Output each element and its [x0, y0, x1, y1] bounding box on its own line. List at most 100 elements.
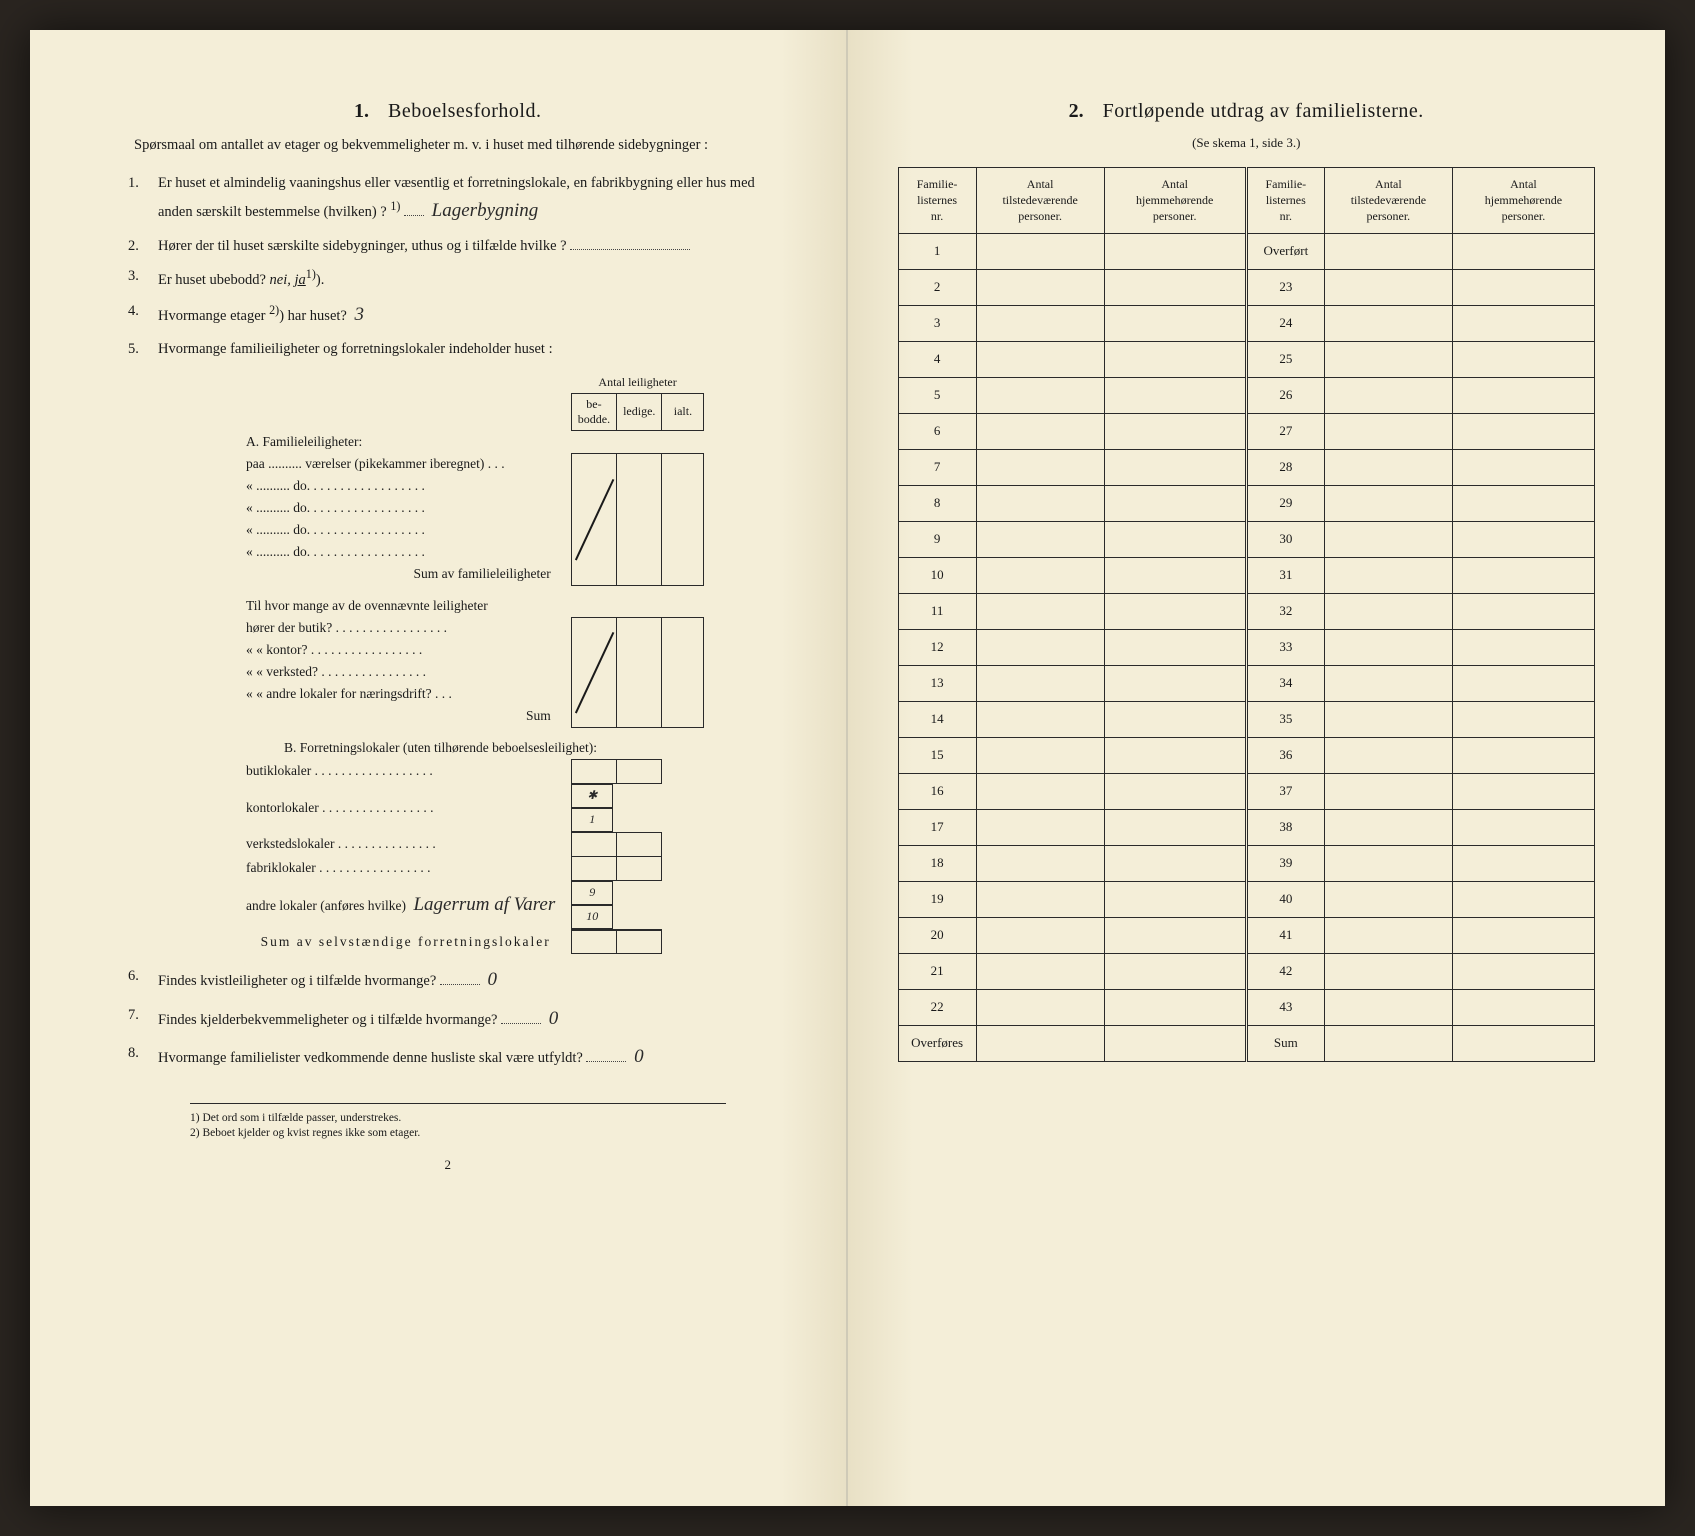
right-page: 2. Fortløpende utdrag av familielisterne… [848, 30, 1666, 1506]
table-cell: 37 [1246, 773, 1324, 809]
table-row: 1536 [898, 737, 1595, 773]
table-cell: 39 [1246, 845, 1324, 881]
q7-blank [501, 1023, 541, 1024]
table-cell [1104, 1025, 1246, 1061]
table-row: 627 [898, 413, 1595, 449]
table-cell [1104, 737, 1246, 773]
left-section-title: 1. Beboelsesforhold. [110, 100, 786, 123]
table-cell [1324, 341, 1452, 377]
table-cell [1452, 809, 1594, 845]
table-row: 728 [898, 449, 1595, 485]
apt-caption: Antal leiligheter [571, 372, 704, 394]
q3-num: 3. [128, 264, 139, 289]
question-6: 6. Findes kvistleiligheter og i tilfælde… [138, 964, 786, 996]
table-cell [1324, 593, 1452, 629]
table-cell [976, 809, 1104, 845]
table-row: 223 [898, 269, 1595, 305]
table-cell [976, 917, 1104, 953]
question-list: 1. Er huset et almindelig vaaningshus el… [110, 171, 786, 362]
a-row-3-label: « .......... do. . . . . . . . . . . . .… [240, 519, 571, 541]
apt-col3: ialt. [662, 393, 704, 430]
table-cell: 34 [1246, 665, 1324, 701]
table-cell: 29 [1246, 485, 1324, 521]
table-cell [1452, 485, 1594, 521]
table-cell: 24 [1246, 305, 1324, 341]
table-cell [1104, 341, 1246, 377]
q3-ja: ja [295, 272, 306, 288]
table-cell [1324, 917, 1452, 953]
table-cell [1324, 413, 1452, 449]
footnote-2: 2) Beboet kjelder og kvist regnes ikke s… [190, 1127, 726, 1139]
apt-col2: ledige. [617, 393, 662, 430]
left-page-number: 2 [110, 1157, 786, 1173]
table-cell [1452, 557, 1594, 593]
hdr-2: Antal tilstedeværende personer. [976, 168, 1104, 234]
table-cell [1104, 521, 1246, 557]
b-row-3-label: fabriklokaler . . . . . . . . . . . . . … [240, 856, 571, 880]
b-row-2: verkstedslokaler . . . . . . . . . . . .… [240, 832, 704, 856]
table-cell [1104, 881, 1246, 917]
table-cell [1324, 521, 1452, 557]
table-cell [1104, 989, 1246, 1025]
table-cell: 40 [1246, 881, 1324, 917]
question-2: 2. Hører der til huset særskilte sidebyg… [138, 234, 786, 259]
table-row: 1738 [898, 809, 1595, 845]
table-cell [976, 233, 1104, 269]
table-cell [1104, 377, 1246, 413]
right-section-text: Fortløpende utdrag av familielisterne. [1103, 100, 1424, 122]
table-cell [1324, 989, 1452, 1025]
table-cell [1452, 917, 1594, 953]
table-cell [1452, 305, 1594, 341]
table-cell [976, 737, 1104, 773]
table-row: 1132 [898, 593, 1595, 629]
table-cell: 36 [1246, 737, 1324, 773]
hdr-4: Familie- listernes nr. [1246, 168, 1324, 234]
table-cell [1324, 701, 1452, 737]
q2-blank [570, 249, 690, 250]
q4-num: 4. [128, 299, 139, 324]
table-cell [976, 773, 1104, 809]
table-cell: 15 [898, 737, 976, 773]
table-row: 2041 [898, 917, 1595, 953]
table-cell: 19 [898, 881, 976, 917]
table-cell [1452, 665, 1594, 701]
b-row-1-v2: 1 [571, 808, 613, 832]
left-section-num: 1. [354, 100, 369, 122]
table-cell [1104, 773, 1246, 809]
table-cell [976, 305, 1104, 341]
hdr-3: Antal hjemmehørende personer. [1104, 168, 1246, 234]
table-cell [1324, 377, 1452, 413]
table-cell: 18 [898, 845, 976, 881]
b-row-4-v2: 10 [571, 905, 613, 929]
table-cell [1324, 557, 1452, 593]
table-row: 526 [898, 377, 1595, 413]
table-row: 2243 [898, 989, 1595, 1025]
table-cell: 6 [898, 413, 976, 449]
b-row-0: butiklokaler . . . . . . . . . . . . . .… [240, 759, 704, 783]
table-cell [1104, 593, 1246, 629]
table-cell [1452, 269, 1594, 305]
table-cell: 23 [1246, 269, 1324, 305]
table-cell [1452, 593, 1594, 629]
b-row-1-label: kontorlokaler . . . . . . . . . . . . . … [240, 783, 571, 832]
table-cell: 35 [1246, 701, 1324, 737]
table-cell: Overføres [898, 1025, 976, 1061]
table-cell [1452, 845, 1594, 881]
table-cell: 16 [898, 773, 976, 809]
table-cell [1452, 629, 1594, 665]
table-cell [976, 485, 1104, 521]
q5-text: Hvormange familieiligheter og forretning… [158, 341, 553, 357]
table-cell [976, 341, 1104, 377]
right-section-num: 2. [1069, 100, 1084, 122]
table-cell [976, 1025, 1104, 1061]
table-cell [1324, 953, 1452, 989]
question-8: 8. Hvormange familielister vedkommende d… [138, 1041, 786, 1073]
family-table-body: 1Overført2233244255266277288299301031113… [898, 233, 1595, 1061]
b-row-0-label: butiklokaler . . . . . . . . . . . . . .… [240, 759, 571, 783]
table-cell [1324, 737, 1452, 773]
q4-sup: 2) [269, 303, 279, 317]
table-cell [1104, 557, 1246, 593]
q8-blank [586, 1061, 626, 1062]
table-row: 1940 [898, 881, 1595, 917]
table-cell: 13 [898, 665, 976, 701]
